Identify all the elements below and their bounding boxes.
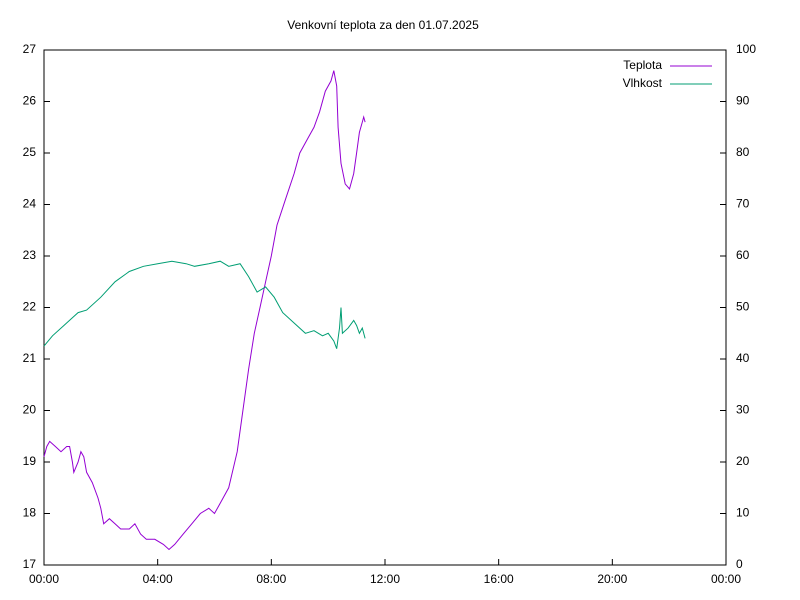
y2-tick-label: 60 xyxy=(736,248,750,262)
chart-title: Venkovní teplota za den 01.07.2025 xyxy=(287,18,479,32)
legend-label: Teplota xyxy=(623,58,662,72)
x-tick-label: 00:00 xyxy=(29,572,59,586)
y-tick-label: 22 xyxy=(23,300,37,314)
y-tick-label: 18 xyxy=(23,506,37,520)
plot-frame xyxy=(43,49,727,566)
y2-tick-label: 20 xyxy=(736,454,750,468)
legend-label: Vlhkost xyxy=(623,76,663,90)
y2-tick-label: 50 xyxy=(736,300,750,314)
series-line xyxy=(43,260,366,349)
y-tick-label: 17 xyxy=(23,557,37,571)
y2-tick-label: 0 xyxy=(736,557,743,571)
x-tick-label: 12:00 xyxy=(370,572,400,586)
y-tick-label: 23 xyxy=(23,248,37,262)
y2-tick-label: 70 xyxy=(736,197,750,211)
x-tick-label: 20:00 xyxy=(597,572,627,586)
y-tick-label: 27 xyxy=(23,42,37,56)
y2-tick-label: 90 xyxy=(736,94,750,108)
y-tick-label: 21 xyxy=(23,351,37,365)
y-tick-label: 19 xyxy=(23,454,37,468)
x-tick-label: 16:00 xyxy=(484,572,514,586)
y2-tick-label: 80 xyxy=(736,145,750,159)
y2-tick-label: 10 xyxy=(736,506,750,520)
y2-tick-label: 30 xyxy=(736,403,750,417)
x-tick-label: 00:00 xyxy=(711,572,741,586)
x-tick-label: 04:00 xyxy=(143,572,173,586)
series-line xyxy=(43,70,366,551)
y-tick-label: 20 xyxy=(23,403,37,417)
y-tick-label: 25 xyxy=(23,145,37,159)
y2-tick-label: 40 xyxy=(736,351,750,365)
x-tick-label: 08:00 xyxy=(256,572,286,586)
y2-tick-label: 100 xyxy=(736,42,756,56)
y-tick-label: 26 xyxy=(23,94,37,108)
y-tick-label: 24 xyxy=(23,197,37,211)
